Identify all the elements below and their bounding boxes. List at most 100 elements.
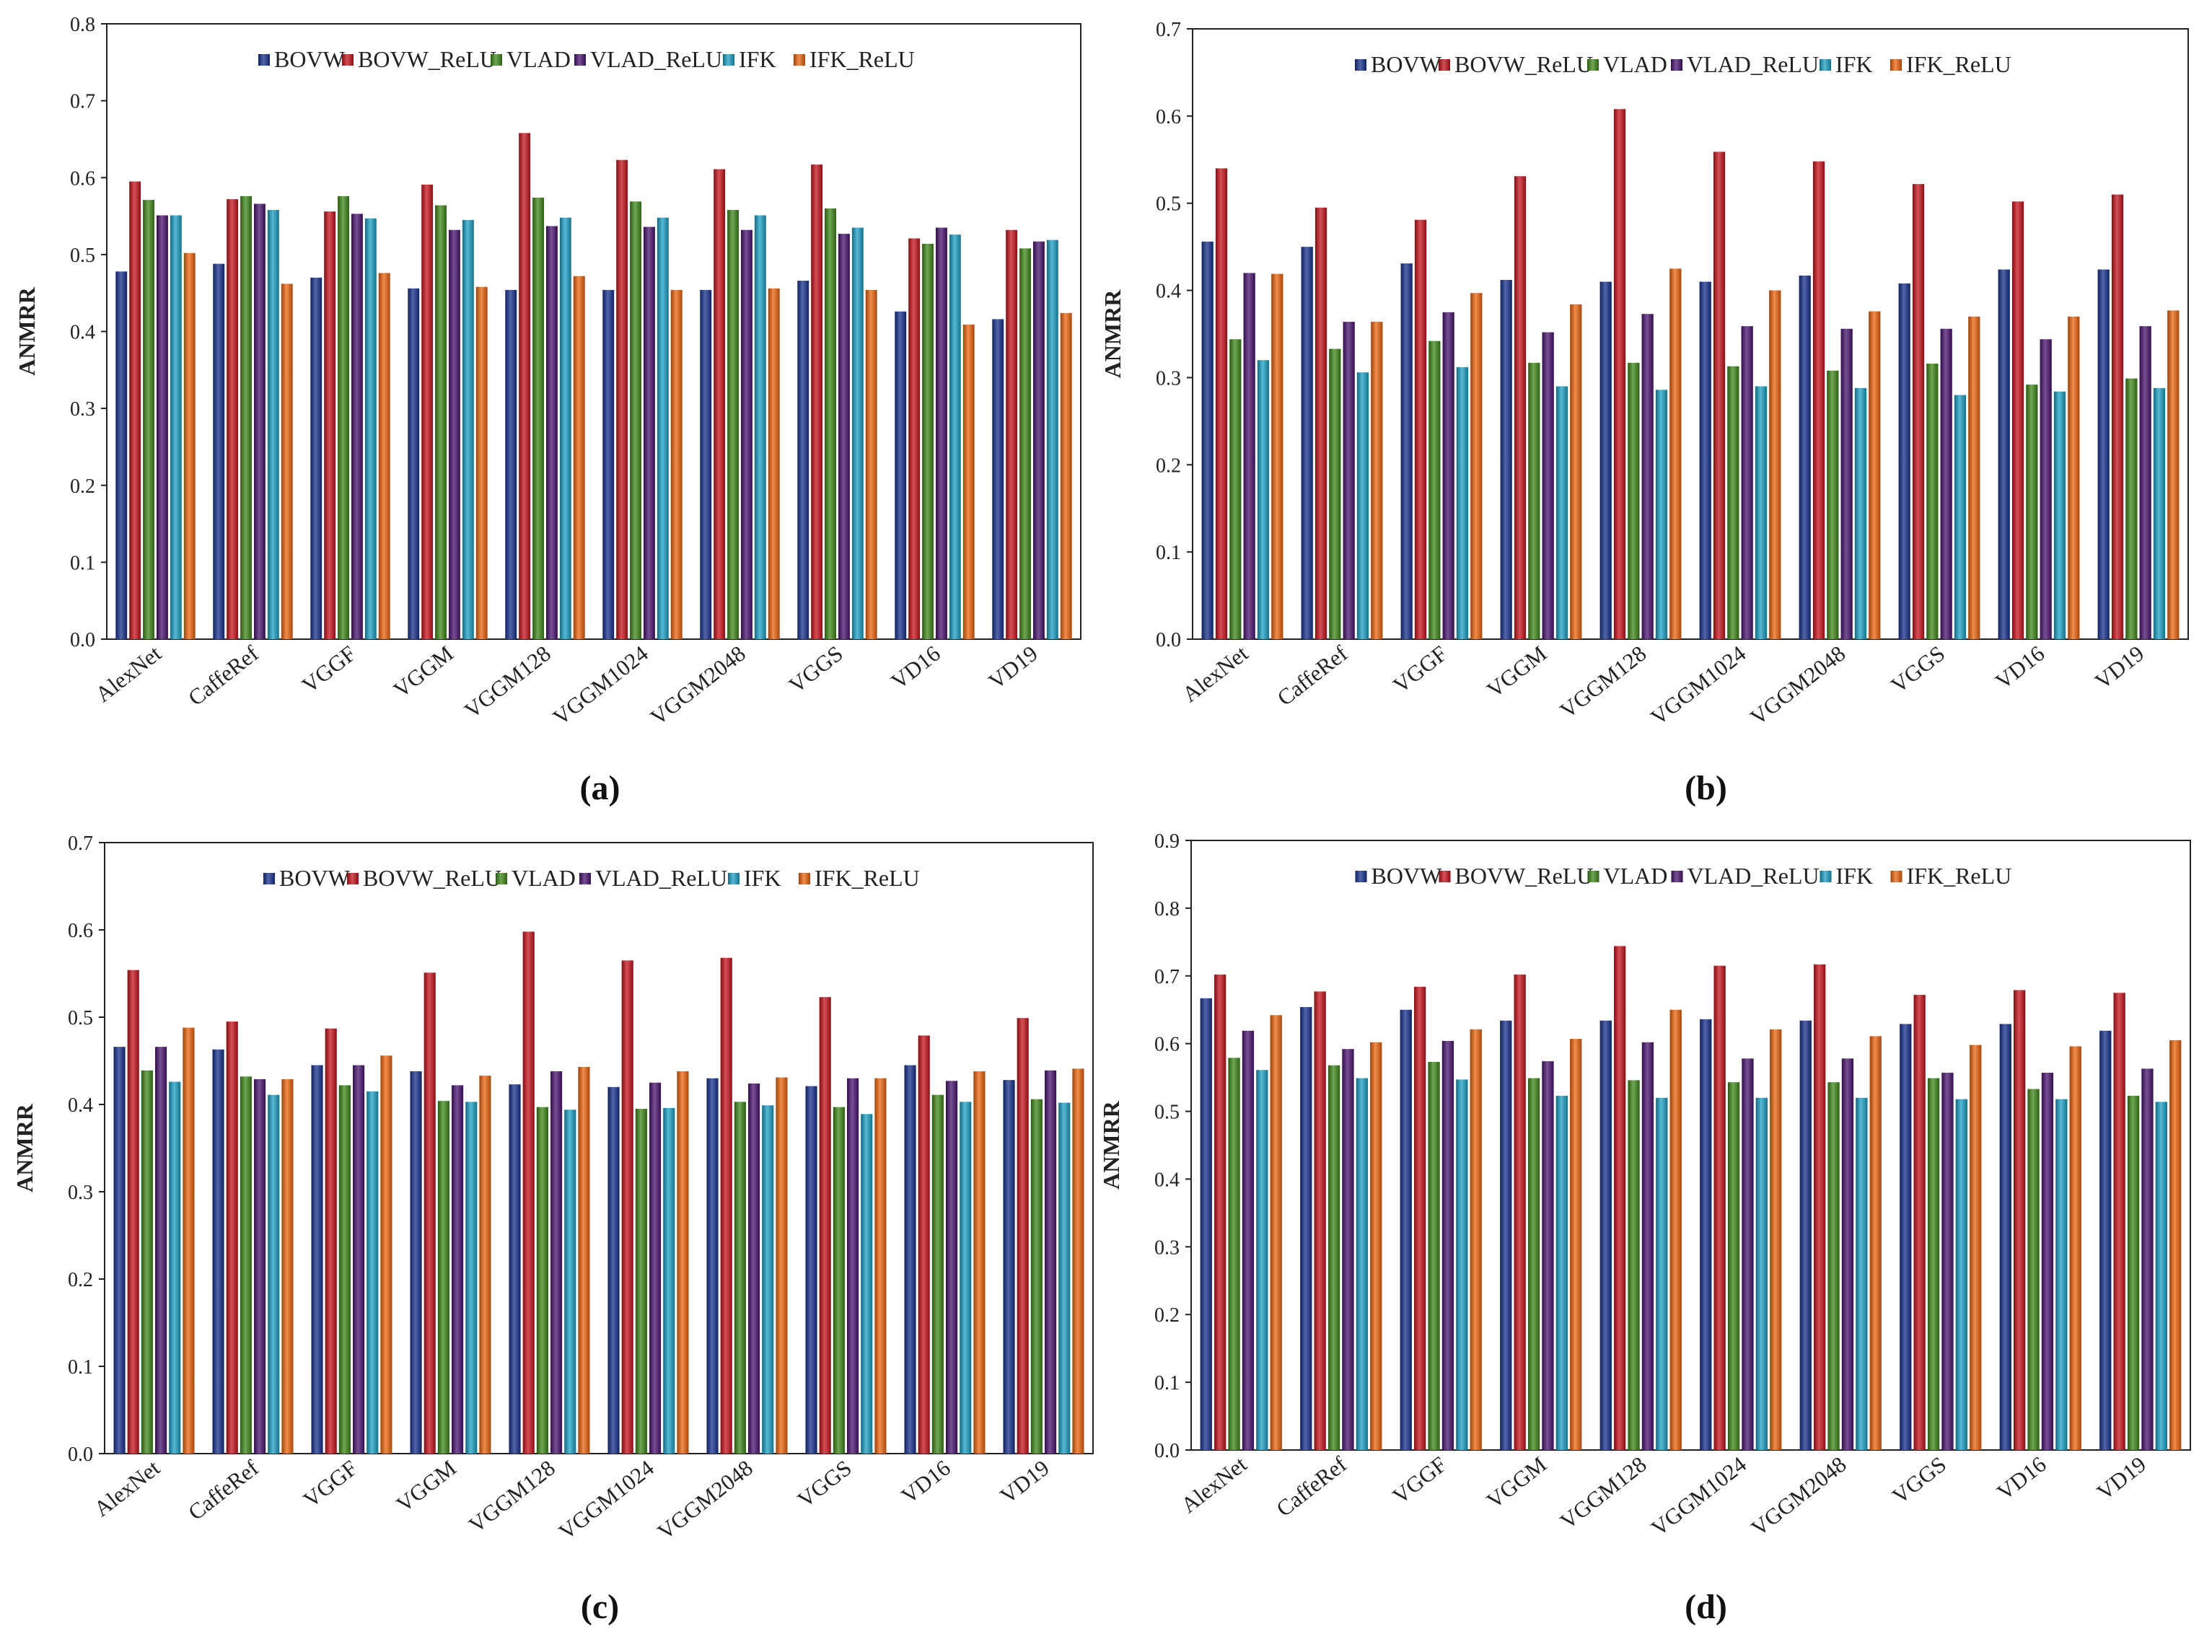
bar-bovw-cafferef bbox=[1301, 247, 1313, 639]
bar-vlad-relu-vggs bbox=[838, 234, 850, 640]
bar-ifk-vd19 bbox=[2153, 387, 2166, 639]
chart-svg-a: 0.0 0.1 0.2 0.3 0.4 0.5 0.6 0.7 0.8 ANMRR AlexNet C… bbox=[14, 14, 1081, 730]
bar-ifk-relu-vggm2048 bbox=[1869, 1036, 1882, 1450]
x-tick-label: VGGM bbox=[392, 1455, 461, 1517]
bar-bovw-vggf bbox=[311, 1065, 323, 1454]
bar-bovw-relu-alexnet bbox=[1214, 974, 1226, 1450]
bar-bovw-vggs bbox=[1898, 283, 1910, 639]
bar-ifk-relu-alexnet bbox=[1270, 1015, 1282, 1450]
bar-vlad-vggm bbox=[1528, 362, 1540, 639]
bar-bovw-alexnet bbox=[1200, 998, 1212, 1450]
bar-vlad-vggm2048 bbox=[734, 1102, 746, 1454]
bar-vlad-vggm2048 bbox=[1827, 1082, 1840, 1450]
bar-bovw-relu-cafferef bbox=[1315, 207, 1327, 639]
bar-ifk-relu-vggm128 bbox=[1669, 1009, 1682, 1450]
bar-ifk-vggm128 bbox=[559, 217, 571, 639]
legend-swatch-bovw-relu bbox=[1439, 871, 1451, 882]
bar-bovw-vggm bbox=[1500, 1020, 1512, 1450]
bar-ifk-relu-vggf bbox=[378, 273, 390, 639]
bar-bovw-vggm1024 bbox=[602, 289, 615, 639]
x-tick-label: VGGF bbox=[297, 641, 361, 698]
bar-bovw-relu-vd19 bbox=[1017, 1018, 1029, 1454]
x-tick-label: VGGM2048 bbox=[1747, 1451, 1851, 1541]
x-tick-label: CaffeRef bbox=[1273, 641, 1353, 711]
legend-swatch-vlad bbox=[1587, 59, 1599, 71]
bar-ifk-vggm bbox=[1555, 386, 1568, 639]
x-tick-label: VGGM128 bbox=[1555, 1451, 1651, 1534]
y-tick-label: 0.5 bbox=[1156, 193, 1181, 216]
chart-svg-b: 0.0 0.1 0.2 0.3 0.4 0.5 0.6 0.7 ANMRR AlexNet Caff… bbox=[1100, 19, 2189, 730]
bar-bovw-vggm1024 bbox=[1700, 1019, 1712, 1450]
bar-bovw-vggm2048 bbox=[1799, 1020, 1812, 1450]
bar-vlad-relu-vggm2048 bbox=[748, 1083, 760, 1454]
y-tick-label: 0.4 bbox=[68, 1094, 93, 1117]
bar-ifk-relu-cafferef bbox=[281, 1078, 294, 1454]
x-tick-label: VGGF bbox=[1388, 641, 1452, 698]
x-tick-label: VGGF bbox=[299, 1455, 362, 1513]
bar-bovw-vggm128 bbox=[1599, 281, 1612, 639]
bar-ifk-vggm bbox=[1555, 1095, 1568, 1450]
bar-vlad-relu-alexnet bbox=[1243, 273, 1255, 639]
bar-ifk-vggm1024 bbox=[1755, 386, 1768, 639]
legend-swatch-bovw bbox=[263, 873, 275, 884]
bar-vlad-vd19 bbox=[2125, 378, 2138, 639]
bar-ifk-relu-vggm bbox=[1570, 1039, 1582, 1450]
bar-bovw-relu-cafferef bbox=[227, 199, 239, 639]
x-tick-label: CaffeRef bbox=[183, 1455, 263, 1526]
bar-bovw-relu-alexnet bbox=[129, 181, 141, 639]
bar-ifk-alexnet bbox=[1256, 1070, 1268, 1450]
bar-bovw-vggs bbox=[797, 281, 809, 639]
bar-ifk-vggs bbox=[1955, 1099, 1967, 1450]
y-tick-label: 0.2 bbox=[70, 475, 95, 498]
y-tick-label: 0.1 bbox=[70, 552, 95, 574]
bar-ifk-relu-vggm1024 bbox=[670, 289, 683, 639]
bar-ifk-vggm1024 bbox=[657, 217, 669, 639]
x-tick-label: AlexNet bbox=[90, 641, 166, 707]
bar-ifk-relu-vd19 bbox=[1060, 312, 1072, 639]
x-tick-label: VGGM128 bbox=[1555, 641, 1651, 724]
bar-bovw-relu-vggm bbox=[421, 184, 434, 640]
y-tick-label: 0.2 bbox=[1156, 454, 1181, 477]
bar-ifk-vggm2048 bbox=[754, 215, 766, 639]
bar-ifk-cafferef bbox=[268, 1094, 280, 1454]
bar-ifk-vd16 bbox=[2055, 1099, 2068, 1450]
bar-vlad-vggf bbox=[1428, 340, 1441, 639]
bar-ifk-relu-alexnet bbox=[1271, 273, 1283, 639]
chart-svg-c: 0.0 0.1 0.2 0.3 0.4 0.5 0.6 0.7 ANMRR AlexNet Caff… bbox=[12, 832, 1094, 1545]
bar-ifk-cafferef bbox=[267, 210, 279, 639]
legend-swatch-ifk-relu bbox=[794, 54, 805, 66]
legend-label: IFK bbox=[1836, 863, 1874, 889]
bar-bovw-relu-vd16 bbox=[908, 238, 921, 640]
x-tick-label: VD16 bbox=[1992, 1451, 2050, 1505]
legend-label: VLAD bbox=[1603, 51, 1667, 77]
bar-bovw-vggm128 bbox=[505, 289, 517, 639]
bar-bovw-relu-vd19 bbox=[2113, 993, 2125, 1450]
legend-label: IFK_ReLU bbox=[815, 865, 920, 891]
bar-ifk-relu-vd19 bbox=[1072, 1068, 1084, 1454]
bar-ifk-relu-cafferef bbox=[1370, 1042, 1382, 1450]
bar-ifk-relu-alexnet bbox=[183, 252, 196, 639]
bar-vlad-vggf bbox=[338, 1085, 351, 1454]
legend-swatch-ifk-relu bbox=[1890, 59, 1902, 71]
bar-bovw-relu-vggm2048 bbox=[720, 957, 732, 1454]
bar-vlad-relu-vggm128 bbox=[546, 226, 558, 639]
bar-ifk-relu-vggm bbox=[1570, 304, 1582, 639]
x-tick-label: VGGM128 bbox=[460, 641, 556, 724]
bar-bovw-relu-vggf bbox=[324, 211, 336, 639]
x-tick-label: VGGS bbox=[1886, 641, 1949, 698]
bar-ifk-relu-vggm1024 bbox=[677, 1071, 689, 1454]
bar-vlad-relu-vggf bbox=[351, 214, 363, 639]
y-tick-label: 0.6 bbox=[70, 167, 95, 190]
bar-bovw-vggf bbox=[1400, 263, 1413, 639]
y-tick-label: 0.6 bbox=[1156, 106, 1181, 128]
legend-swatch-bovw-relu bbox=[1439, 59, 1450, 71]
bar-vlad-vggs bbox=[1926, 364, 1939, 639]
bar-ifk-relu-vggs bbox=[1970, 1045, 1982, 1450]
bar-bovw-relu-vggf bbox=[1414, 219, 1427, 639]
x-tick-label: VGGM bbox=[1482, 1451, 1551, 1513]
bar-ifk-relu-vggm bbox=[479, 1076, 491, 1454]
bar-bovw-vggm128 bbox=[509, 1084, 521, 1454]
y-tick-label: 0.4 bbox=[1154, 1169, 1180, 1191]
bar-vlad-relu-vggm bbox=[1542, 332, 1554, 639]
bar-vlad-relu-vggm1024 bbox=[644, 227, 655, 639]
